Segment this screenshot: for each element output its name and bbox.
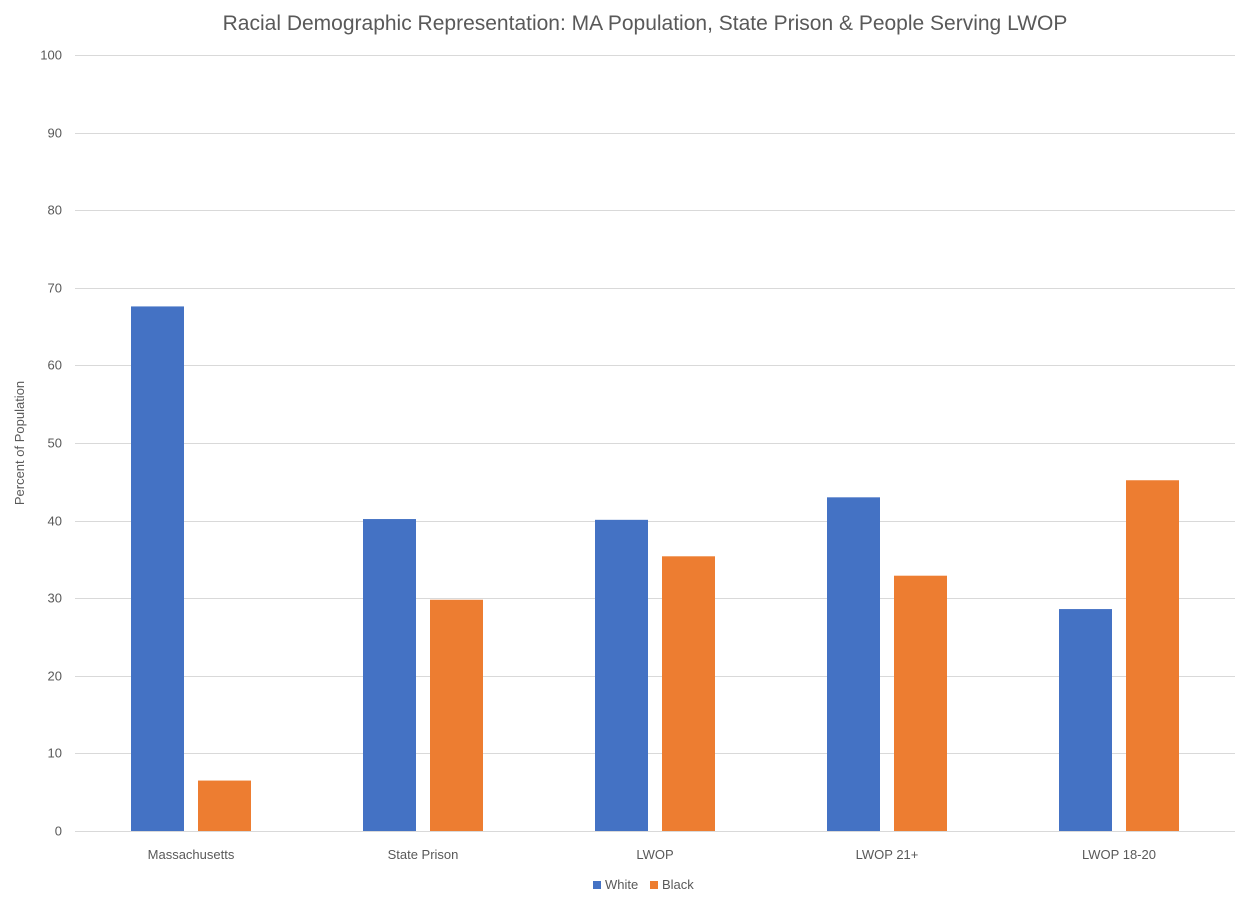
y-tick-label: 30 xyxy=(48,591,62,606)
chart-title: Racial Demographic Representation: MA Po… xyxy=(223,12,1068,35)
bar-black-2 xyxy=(662,556,715,831)
bar-black-0 xyxy=(198,780,251,831)
y-tick-label: 100 xyxy=(40,48,62,63)
x-category-label: LWOP 21+ xyxy=(856,847,919,862)
y-tick-label: 60 xyxy=(48,358,62,373)
bar-white-4 xyxy=(1059,609,1112,831)
legend-label-white: White xyxy=(605,877,638,892)
y-axis-ticks: 0 10 20 30 40 50 60 70 80 90 100 xyxy=(40,48,62,839)
legend-label-black: Black xyxy=(662,877,694,892)
y-tick-label: 70 xyxy=(48,281,62,296)
y-tick-label: 20 xyxy=(48,669,62,684)
legend-swatch-white xyxy=(593,881,601,889)
bar-black-1 xyxy=(430,599,483,831)
bar-white-0 xyxy=(131,306,184,831)
x-category-label: Massachusetts xyxy=(148,847,235,862)
gridlines xyxy=(75,55,1235,832)
y-tick-label: 80 xyxy=(48,203,62,218)
y-tick-label: 10 xyxy=(48,746,62,761)
bar-white-3 xyxy=(827,497,880,831)
bar-white-1 xyxy=(363,519,416,831)
x-axis-labels: Massachusetts State Prison LWOP LWOP 21+ LWO… xyxy=(148,847,1156,862)
bar-white-2 xyxy=(595,519,648,831)
bar-black-3 xyxy=(894,575,947,831)
legend: White Black xyxy=(593,877,694,892)
y-tick-label: 90 xyxy=(48,126,62,141)
y-tick-label: 0 xyxy=(55,824,62,839)
y-tick-label: 50 xyxy=(48,436,62,451)
legend-swatch-black xyxy=(650,881,658,889)
x-category-label: LWOP xyxy=(636,847,673,862)
y-tick-label: 40 xyxy=(48,514,62,529)
x-category-label: State Prison xyxy=(388,847,459,862)
bars xyxy=(131,306,1179,831)
x-category-label: LWOP 18-20 xyxy=(1082,847,1156,862)
y-axis-title: Percent of Population xyxy=(12,381,27,505)
bar-black-4 xyxy=(1126,480,1179,831)
